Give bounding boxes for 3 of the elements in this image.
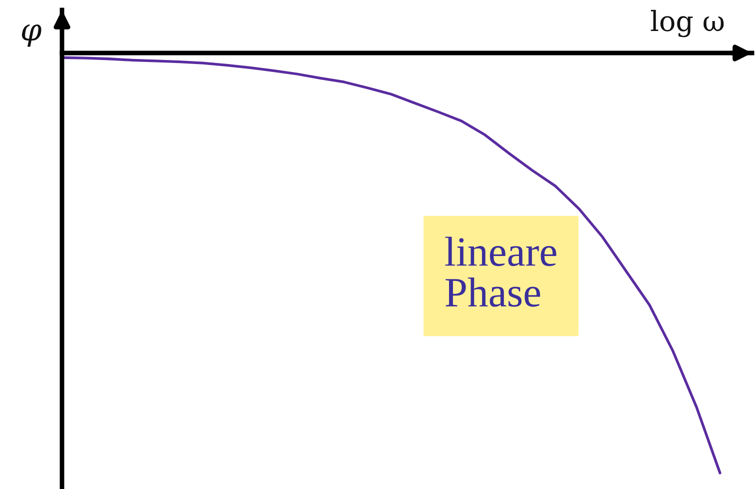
x-axis-title: log ω xyxy=(650,10,724,38)
annotation: lineare Phase xyxy=(445,236,556,307)
y-axis-title: φ xyxy=(22,24,42,47)
